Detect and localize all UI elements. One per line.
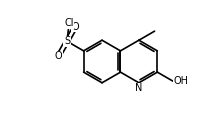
Text: O: O: [55, 51, 62, 61]
Text: Cl: Cl: [64, 18, 74, 28]
Text: O: O: [72, 22, 79, 31]
Text: OH: OH: [174, 76, 189, 86]
Text: S: S: [64, 36, 70, 46]
Text: N: N: [135, 83, 143, 93]
